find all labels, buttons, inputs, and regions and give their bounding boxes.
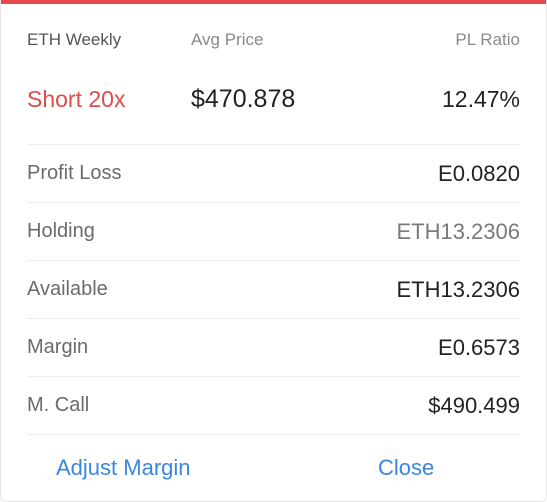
position-side-leverage: Short 20x <box>27 85 126 112</box>
detail-row-holding: Holding ETH13.2306 <box>27 202 520 260</box>
instrument-name: ETH Weekly <box>27 30 122 49</box>
detail-value: ETH13.2306 <box>396 276 520 302</box>
detail-value: E0.6573 <box>438 334 520 360</box>
avg-price-value: $470.878 <box>191 84 296 113</box>
avg-price-label: Avg Price <box>191 30 264 49</box>
detail-label: Margin <box>27 336 89 358</box>
close-button[interactable]: Close <box>378 455 435 480</box>
detail-row-profit-loss: Profit Loss E0.0820 <box>27 144 520 202</box>
detail-row-available: Available ETH13.2306 <box>27 260 520 318</box>
detail-value: ETH13.2306 <box>396 218 520 244</box>
summary-row: Short 20x $470.878 12.47% <box>27 82 520 116</box>
header-row: ETH Weekly Avg Price PL Ratio <box>27 28 520 52</box>
detail-value: $490.499 <box>428 392 520 418</box>
detail-label: M. Call <box>27 394 90 416</box>
detail-row-margin-call: M. Call $490.499 <box>27 376 520 434</box>
detail-value: E0.0820 <box>438 160 520 186</box>
top-accent-bar <box>1 0 546 4</box>
detail-row-margin: Margin E0.6573 <box>27 318 520 376</box>
detail-label: Profit Loss <box>27 162 122 184</box>
detail-label: Available <box>27 278 108 300</box>
detail-label: Holding <box>27 220 95 242</box>
details-list: Profit Loss E0.0820 Holding ETH13.2306 A… <box>27 144 520 434</box>
adjust-margin-button[interactable]: Adjust Margin <box>56 455 191 480</box>
pl-ratio-label: PL Ratio <box>455 30 520 49</box>
action-footer: Adjust Margin Close <box>27 434 520 502</box>
pl-ratio-value: 12.47% <box>441 85 520 112</box>
